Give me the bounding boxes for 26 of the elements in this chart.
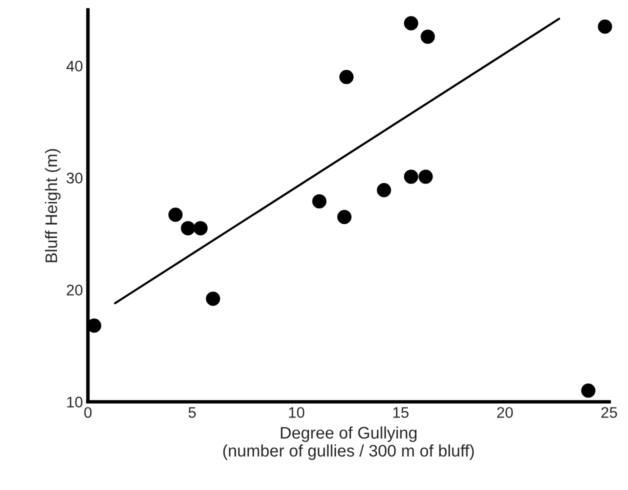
point [404,16,418,30]
x-tick-label: 25 [601,407,618,418]
point [418,170,433,184]
point [180,221,196,236]
point [206,292,220,306]
y-tick-label: 10 [67,396,82,408]
point [581,383,596,398]
point [312,194,326,208]
x-tick-label: 5 [188,407,196,418]
point [404,170,418,184]
point [193,221,208,236]
y-axis-title: Bluff Height (m) [44,149,61,262]
point [376,183,392,198]
x-tick-label: 20 [497,407,513,418]
x-tick-label: 15 [393,407,409,418]
point [598,19,612,34]
x-tick-label: 10 [289,407,304,418]
x-axis-title: Degree of Gullying (number of gullies / 300 m of bluff) [223,426,474,460]
y-tick-label: 20 [66,284,82,296]
point [339,70,354,84]
y-tick-label: 40 [66,60,82,72]
y-tick-label: 30 [66,172,82,184]
point [337,210,352,224]
point [420,30,435,44]
x-tick-label: 0 [84,407,92,418]
point [168,208,183,222]
